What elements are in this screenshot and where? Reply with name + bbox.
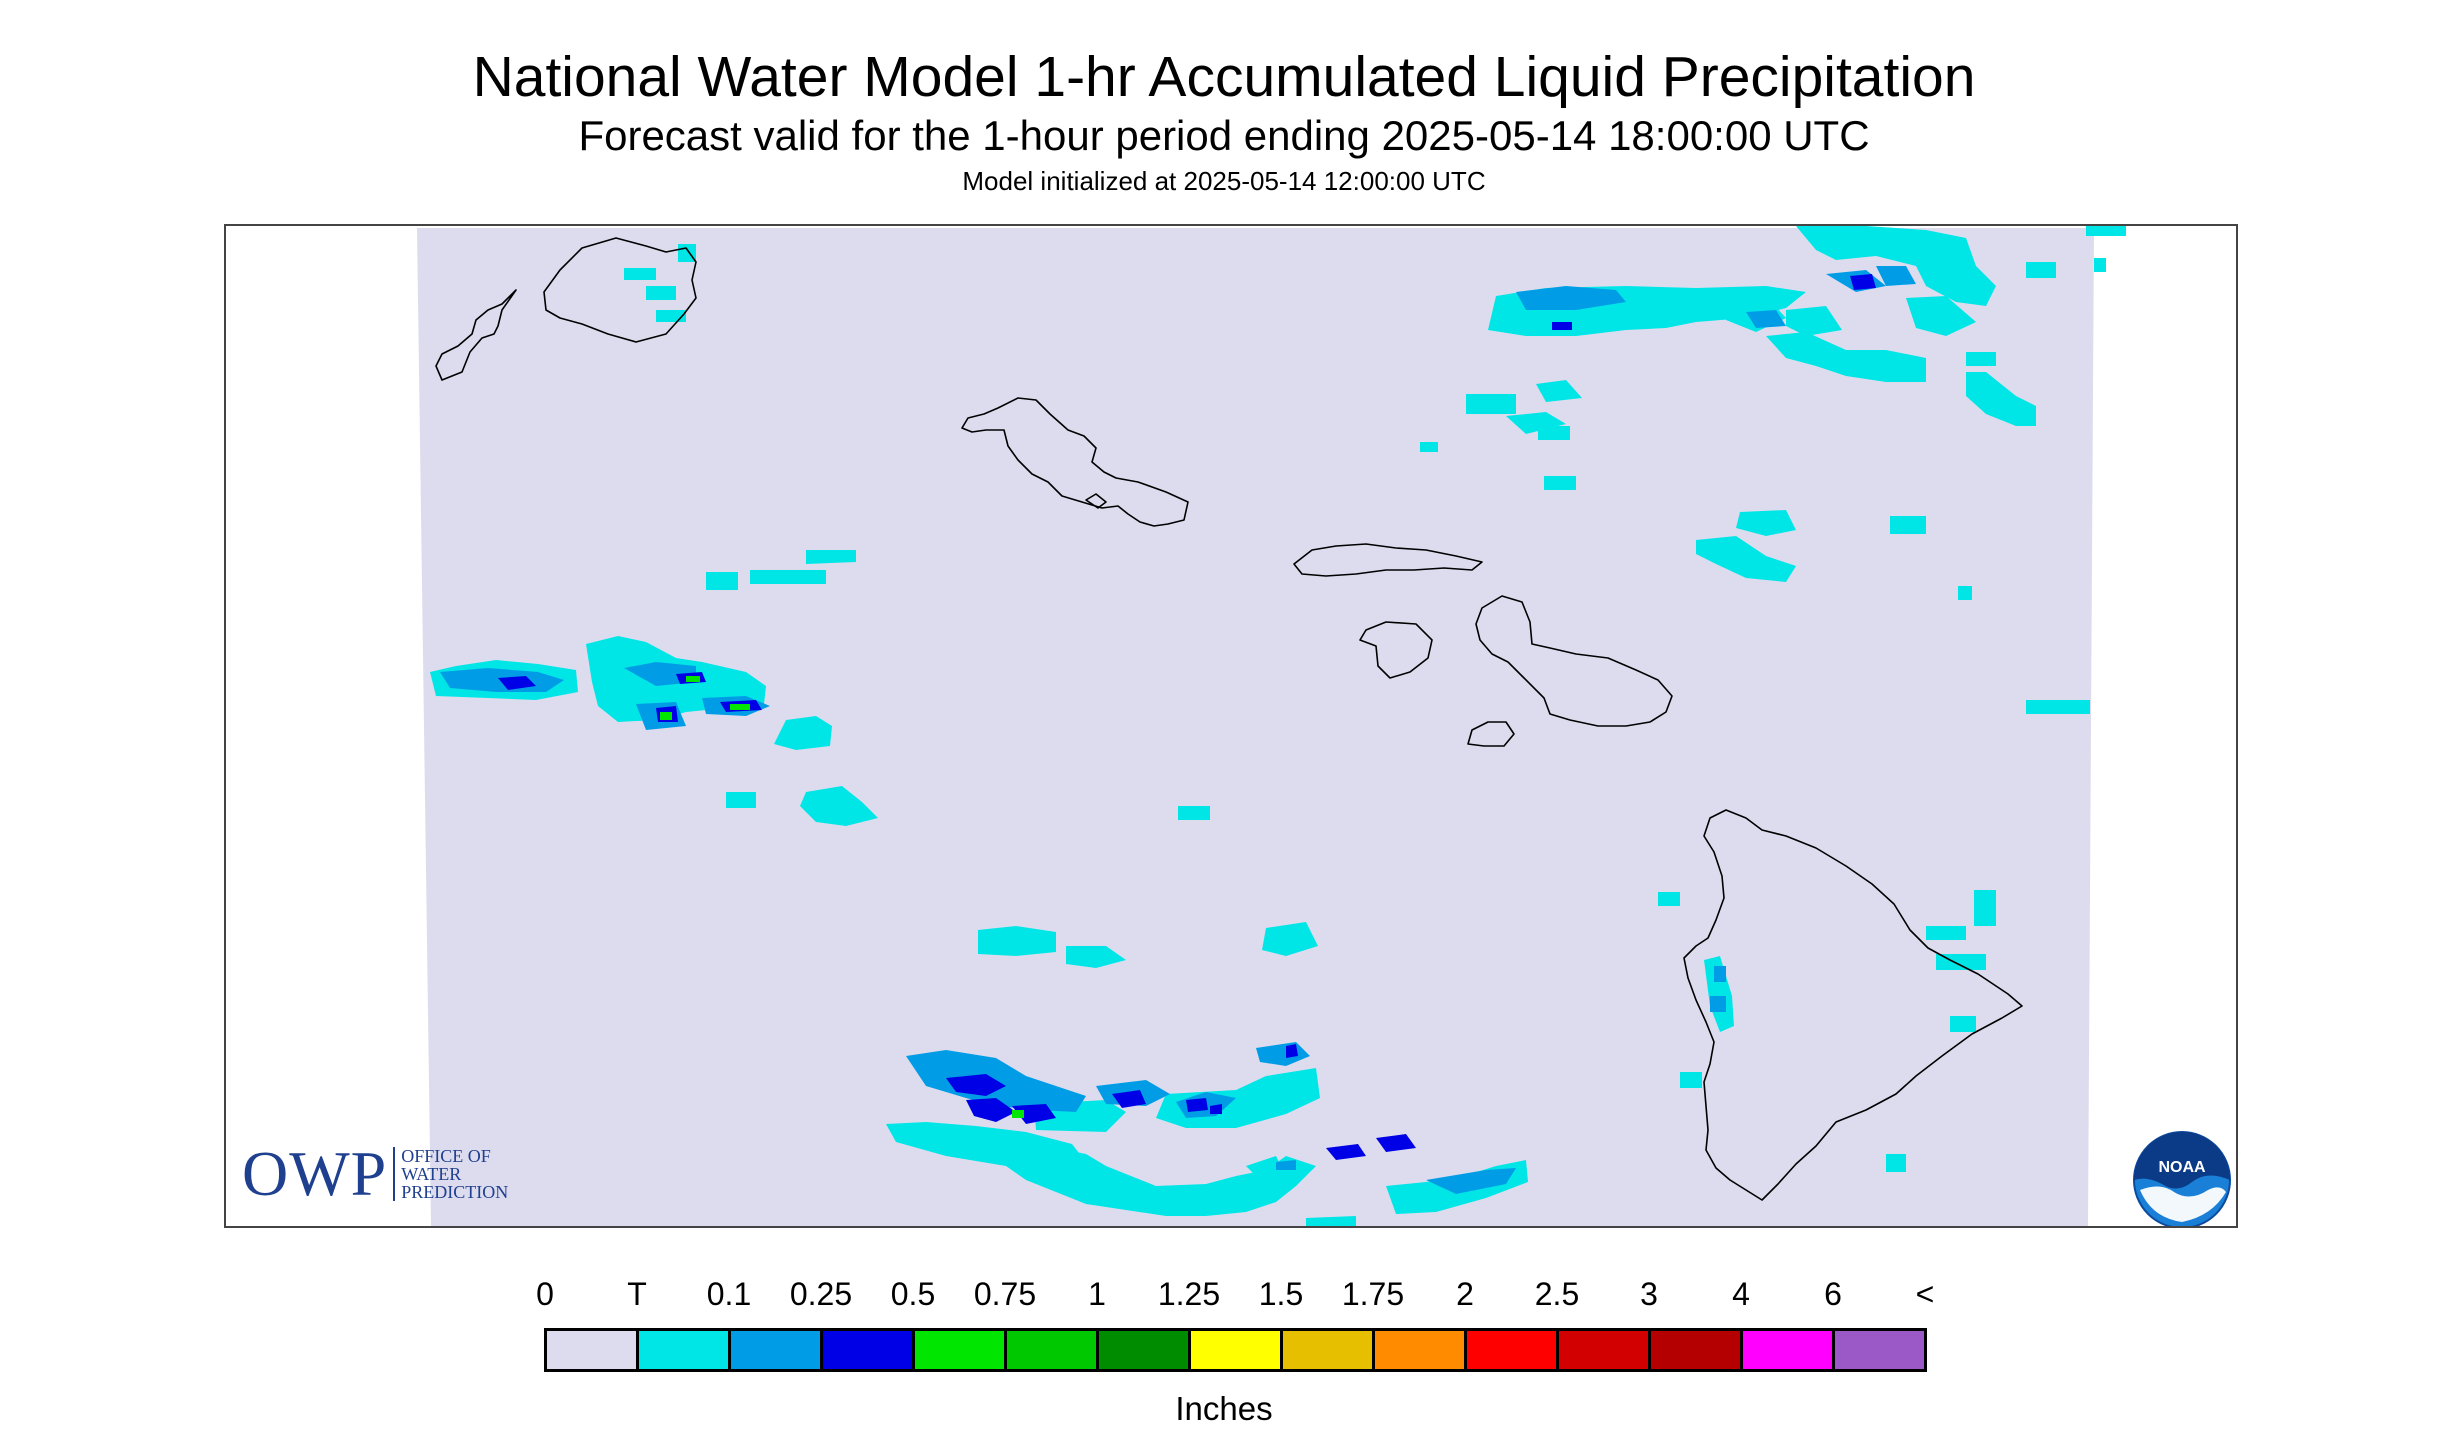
- legend-label: 0: [536, 1276, 554, 1312]
- island-lanai: [1359, 621, 1433, 679]
- owp-line1: OFFICE OF: [401, 1146, 491, 1166]
- owp-logo-text: OWP: [242, 1138, 388, 1209]
- noaa-logo: NOAA: [2133, 1131, 2231, 1226]
- legend-swatch: [639, 1331, 731, 1369]
- legend-label: 0.5: [890, 1276, 936, 1312]
- legend-swatch: [1007, 1331, 1099, 1369]
- owp-line3: PREDICTION: [401, 1182, 509, 1202]
- legend-label: 4: [1732, 1276, 1750, 1312]
- island-niihau: [435, 289, 517, 381]
- legend-swatch: [547, 1331, 639, 1369]
- coastlines: [435, 237, 2023, 1201]
- legend-swatch: [1283, 1331, 1375, 1369]
- legend-label: 3: [1640, 1276, 1658, 1312]
- legend-swatch: [1651, 1331, 1743, 1369]
- legend-label: 0.1: [706, 1276, 752, 1312]
- legend-label: T: [627, 1276, 647, 1312]
- legend-swatch: [1835, 1331, 1924, 1369]
- owp-logo: OWP OFFICE OF WATER PREDICTION: [242, 1138, 508, 1209]
- legend-label: 2.5: [1534, 1276, 1580, 1312]
- legend-swatch: [1559, 1331, 1651, 1369]
- legend-swatch: [823, 1331, 915, 1369]
- legend-swatch: [731, 1331, 823, 1369]
- precipitation-map: OWP OFFICE OF WATER PREDICTION NOAA: [224, 224, 2238, 1228]
- legend-label: 1.5: [1258, 1276, 1304, 1312]
- island-molokai: [1293, 543, 1483, 577]
- owp-line2: WATER: [401, 1164, 462, 1184]
- map-title: National Water Model 1-hr Accumulated Li…: [472, 45, 1976, 109]
- island-kauai: [543, 237, 697, 343]
- model-init-text: Model initialized at 2025-05-14 12:00:00…: [962, 166, 1486, 196]
- legend-label: 1.25: [1157, 1276, 1221, 1312]
- legend-swatch: [1467, 1331, 1559, 1369]
- legend-label: 6: [1824, 1276, 1842, 1312]
- legend-swatch: [1099, 1331, 1191, 1369]
- legend-label: 0.25: [789, 1276, 853, 1312]
- model-domain: [417, 228, 2094, 1226]
- island-hawaii: [1683, 809, 2023, 1201]
- legend-label: 1: [1088, 1276, 1106, 1312]
- map-subtitle: Forecast valid for the 1-hour period end…: [578, 112, 1870, 159]
- legend-swatch: [1743, 1331, 1835, 1369]
- legend-units: Inches: [1175, 1390, 1273, 1427]
- noaa-logo-text: NOAA: [2158, 1159, 2206, 1176]
- legend-swatch: [1191, 1331, 1283, 1369]
- island-maui: [1475, 595, 1673, 727]
- precip-cells: [430, 226, 2126, 1226]
- owp-logo-divider: [393, 1147, 396, 1201]
- island-kahoolawe: [1467, 721, 1515, 747]
- legend-swatch: [915, 1331, 1007, 1369]
- legend-label: <: [1915, 1276, 1935, 1312]
- legend-label: 2: [1456, 1276, 1474, 1312]
- legend-swatch: [1375, 1331, 1467, 1369]
- island-oahu: [961, 397, 1189, 527]
- legend-label: 0.75: [973, 1276, 1037, 1312]
- legend-label: 1.75: [1341, 1276, 1405, 1312]
- owp-logo-subtext: OFFICE OF WATER PREDICTION: [401, 1147, 508, 1201]
- legend-swatches: [544, 1328, 1927, 1372]
